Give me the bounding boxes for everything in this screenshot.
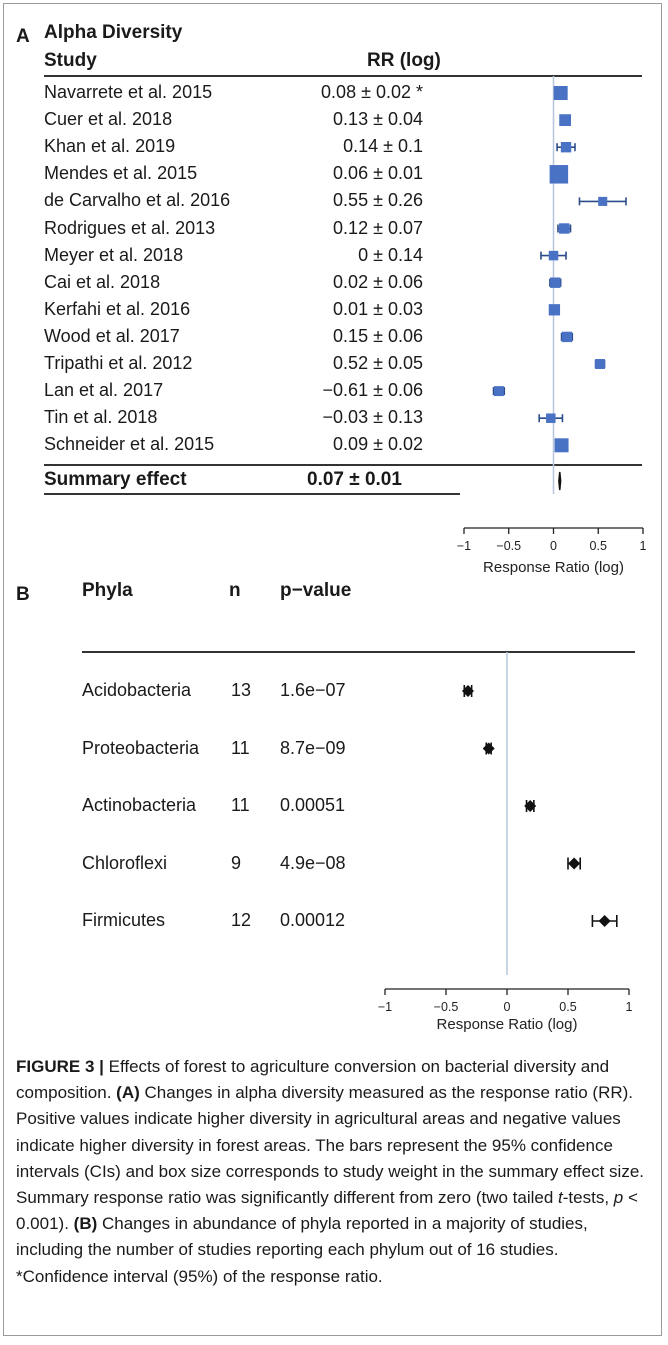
phylum-p-value: 8.7e−09	[280, 737, 346, 758]
study-weight-box	[595, 359, 606, 369]
forest-plots: −1 −0.5 0 0.5 1 Response Ratio (log) −1 −0.5 0 0.…	[378, 76, 647, 1033]
panel-b-header-rule	[82, 651, 635, 653]
phylum-n: 11	[231, 795, 250, 815]
study-weight-box	[598, 196, 608, 206]
study-rr-value: 0.13 ± 0.04	[333, 109, 423, 130]
panel-b-x-tick-label: 0.5	[559, 1000, 576, 1014]
study-name: Navarrete et al. 2015	[44, 82, 213, 102]
study-name: Cuer et al. 2018	[44, 109, 173, 130]
panel-a-x-tick-label: 0.5	[590, 539, 607, 553]
panel-b-x-tick-label: −1	[378, 1000, 392, 1014]
figure-label: FIGURE 3 |	[16, 1057, 104, 1076]
study-rr-value: 0.02 ± 0.06	[333, 271, 423, 292]
study-weight-box	[493, 386, 504, 397]
study-name: Tin et al. 2018	[44, 407, 158, 428]
study-rr-value: 0 ± 0.14	[358, 244, 423, 265]
phylum-effect-diamond	[482, 742, 495, 755]
study-weight-box	[548, 304, 561, 316]
panel-a-x-tick-label: −1	[457, 539, 471, 553]
study-rr-value: 0.09 ± 0.02	[333, 434, 423, 455]
figure-caption: FIGURE 3 | Effects of forest to agricult…	[16, 1057, 645, 1286]
study-rr-value: 0.06 ± 0.01	[333, 163, 423, 184]
panel-b-x-tick-label: 1	[626, 1000, 633, 1014]
panel-b-x-tick-label: 0	[504, 1000, 511, 1014]
study-name: Wood et al. 2017	[44, 325, 180, 346]
phylum-effect-diamond	[524, 800, 537, 812]
study-rr-value: −0.03 ± 0.13	[322, 407, 423, 428]
phylum-p-value: 4.9e−08	[280, 852, 346, 873]
figure-frame	[3, 3, 662, 1336]
panel-a-title: Alpha Diversity	[44, 22, 183, 43]
study-weight-box	[559, 223, 570, 234]
phylum-name: Chloroflexi	[82, 852, 168, 873]
panel-a-header-rule	[44, 75, 642, 77]
panel-b-letter: B	[16, 584, 30, 605]
summary-effect-value: 0.07 ± 0.01	[307, 469, 402, 490]
panel-a-x-tick-label: 0	[550, 539, 557, 553]
study-weight-box	[550, 277, 561, 288]
study-name: Kerfahi et al. 2016	[44, 298, 191, 319]
column-header-n: n	[229, 580, 241, 601]
phylum-name: Proteobacteria	[82, 737, 200, 758]
caption-ref-b: (B)	[73, 1214, 98, 1234]
panel-b-x-tick-label: −0.5	[434, 1000, 459, 1014]
column-header-study: Study	[44, 50, 97, 71]
study-name: Lan et al. 2017	[44, 380, 164, 401]
study-rr-value: 0.12 ± 0.07	[333, 217, 423, 238]
study-name: Rodrigues et al. 2013	[44, 217, 216, 238]
phylum-effect-diamond	[568, 857, 581, 870]
phylum-p-value: 0.00051	[280, 795, 346, 815]
study-weight-box	[548, 250, 559, 261]
column-header-p-value: p−value	[280, 580, 352, 601]
summary-effect-diamond	[558, 471, 562, 491]
study-name: Schneider et al. 2015	[44, 434, 215, 455]
column-header-phyla: Phyla	[82, 580, 133, 601]
caption-ref-a: (A)	[116, 1083, 140, 1103]
study-weight-box	[553, 86, 568, 100]
study-name: Khan et al. 2019	[44, 136, 176, 157]
panel-a-x-tick-label: −0.5	[496, 539, 521, 553]
study-weight-box	[549, 165, 569, 184]
study-rr-value: 0.52 ± 0.05	[333, 353, 423, 373]
phylum-p-value: 1.6e−07	[280, 680, 346, 700]
phylum-n: 13	[231, 680, 252, 700]
study-rr-value: −0.61 ± 0.06	[322, 380, 423, 401]
study-rr-value: 0.55 ± 0.26	[333, 190, 423, 211]
study-weight-box	[559, 114, 572, 126]
panel-b-x-axis-title: Response Ratio (log)	[437, 1016, 578, 1033]
study-name: Cai et al. 2018	[44, 271, 161, 292]
panel-a-bottom-rule	[44, 493, 460, 495]
column-header-rr: RR (log)	[367, 50, 441, 71]
phylum-name: Firmicutes	[82, 910, 166, 930]
study-rr-value: 0.01 ± 0.03	[333, 298, 423, 319]
panel-a-letter: A	[16, 26, 30, 47]
phylum-name: Acidobacteria	[82, 680, 192, 700]
study-name: Tripathi et al. 2012	[44, 353, 193, 373]
panel-a-x-tick-label: 1	[640, 539, 647, 553]
phylum-effect-diamond	[598, 915, 611, 927]
study-rr-value: 0.08 ± 0.02 *	[321, 82, 423, 102]
phylum-n: 12	[231, 910, 252, 930]
summary-effect-label: Summary effect	[44, 469, 187, 490]
panel-a-x-axis-title: Response Ratio (log)	[483, 559, 624, 576]
phylum-n: 9	[231, 852, 242, 873]
phylum-name: Actinobacteria	[82, 795, 197, 815]
study-rr-value: 0.15 ± 0.06	[333, 325, 423, 346]
study-name: Mendes et al. 2015	[44, 163, 198, 184]
study-name: Meyer et al. 2018	[44, 244, 184, 265]
study-weight-box	[561, 331, 573, 343]
panel-a-summary-rule	[44, 464, 642, 466]
phylum-effect-diamond	[461, 685, 474, 697]
study-rr-value: 0.14 ± 0.1	[343, 136, 423, 157]
study-name: de Carvalho et al. 2016	[44, 190, 231, 211]
study-weight-box	[560, 142, 572, 153]
phylum-n: 11	[231, 737, 250, 758]
study-weight-box	[554, 438, 569, 453]
study-weight-box	[546, 413, 556, 423]
phylum-p-value: 0.00012	[280, 910, 346, 930]
